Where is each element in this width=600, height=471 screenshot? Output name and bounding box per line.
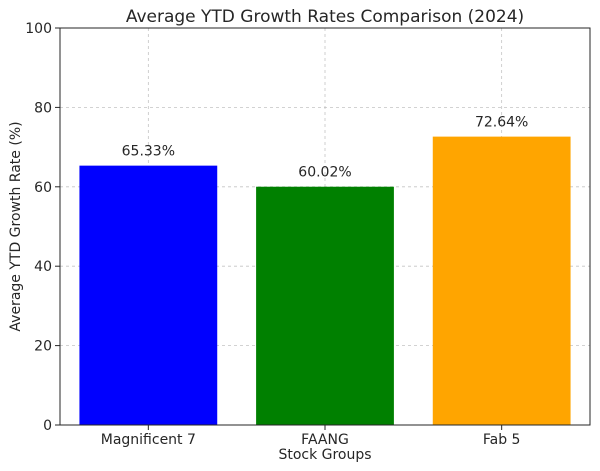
data-labels: 65.33% 60.02% 72.64% — [122, 115, 529, 181]
y-axis-label: Average YTD Growth Rate (%) — [8, 121, 24, 331]
y-axis-ticks: 0 20 40 60 80 100 — [25, 21, 60, 434]
x-tick-label: Magnificent 7 — [101, 432, 196, 448]
bars — [79, 136, 571, 425]
bar-data-label: 60.02% — [298, 165, 351, 181]
bar-data-label: 65.33% — [122, 144, 175, 160]
bar — [79, 165, 218, 425]
x-axis-ticks: Magnificent 7 FAANG Fab 5 — [101, 425, 521, 448]
chart-title: Average YTD Growth Rates Comparison (202… — [126, 7, 524, 27]
y-tick-label: 20 — [34, 339, 52, 355]
y-tick-label: 100 — [25, 21, 52, 37]
bar-data-label: 72.64% — [475, 115, 528, 131]
bar — [256, 186, 394, 425]
y-tick-label: 40 — [34, 259, 52, 275]
y-tick-label: 60 — [34, 180, 52, 196]
x-tick-label: FAANG — [301, 432, 349, 448]
y-tick-label: 80 — [34, 100, 52, 116]
bar — [432, 136, 571, 425]
y-tick-label: 0 — [43, 418, 52, 434]
x-axis-label: Stock Groups — [278, 447, 371, 463]
x-tick-label: Fab 5 — [483, 432, 521, 448]
